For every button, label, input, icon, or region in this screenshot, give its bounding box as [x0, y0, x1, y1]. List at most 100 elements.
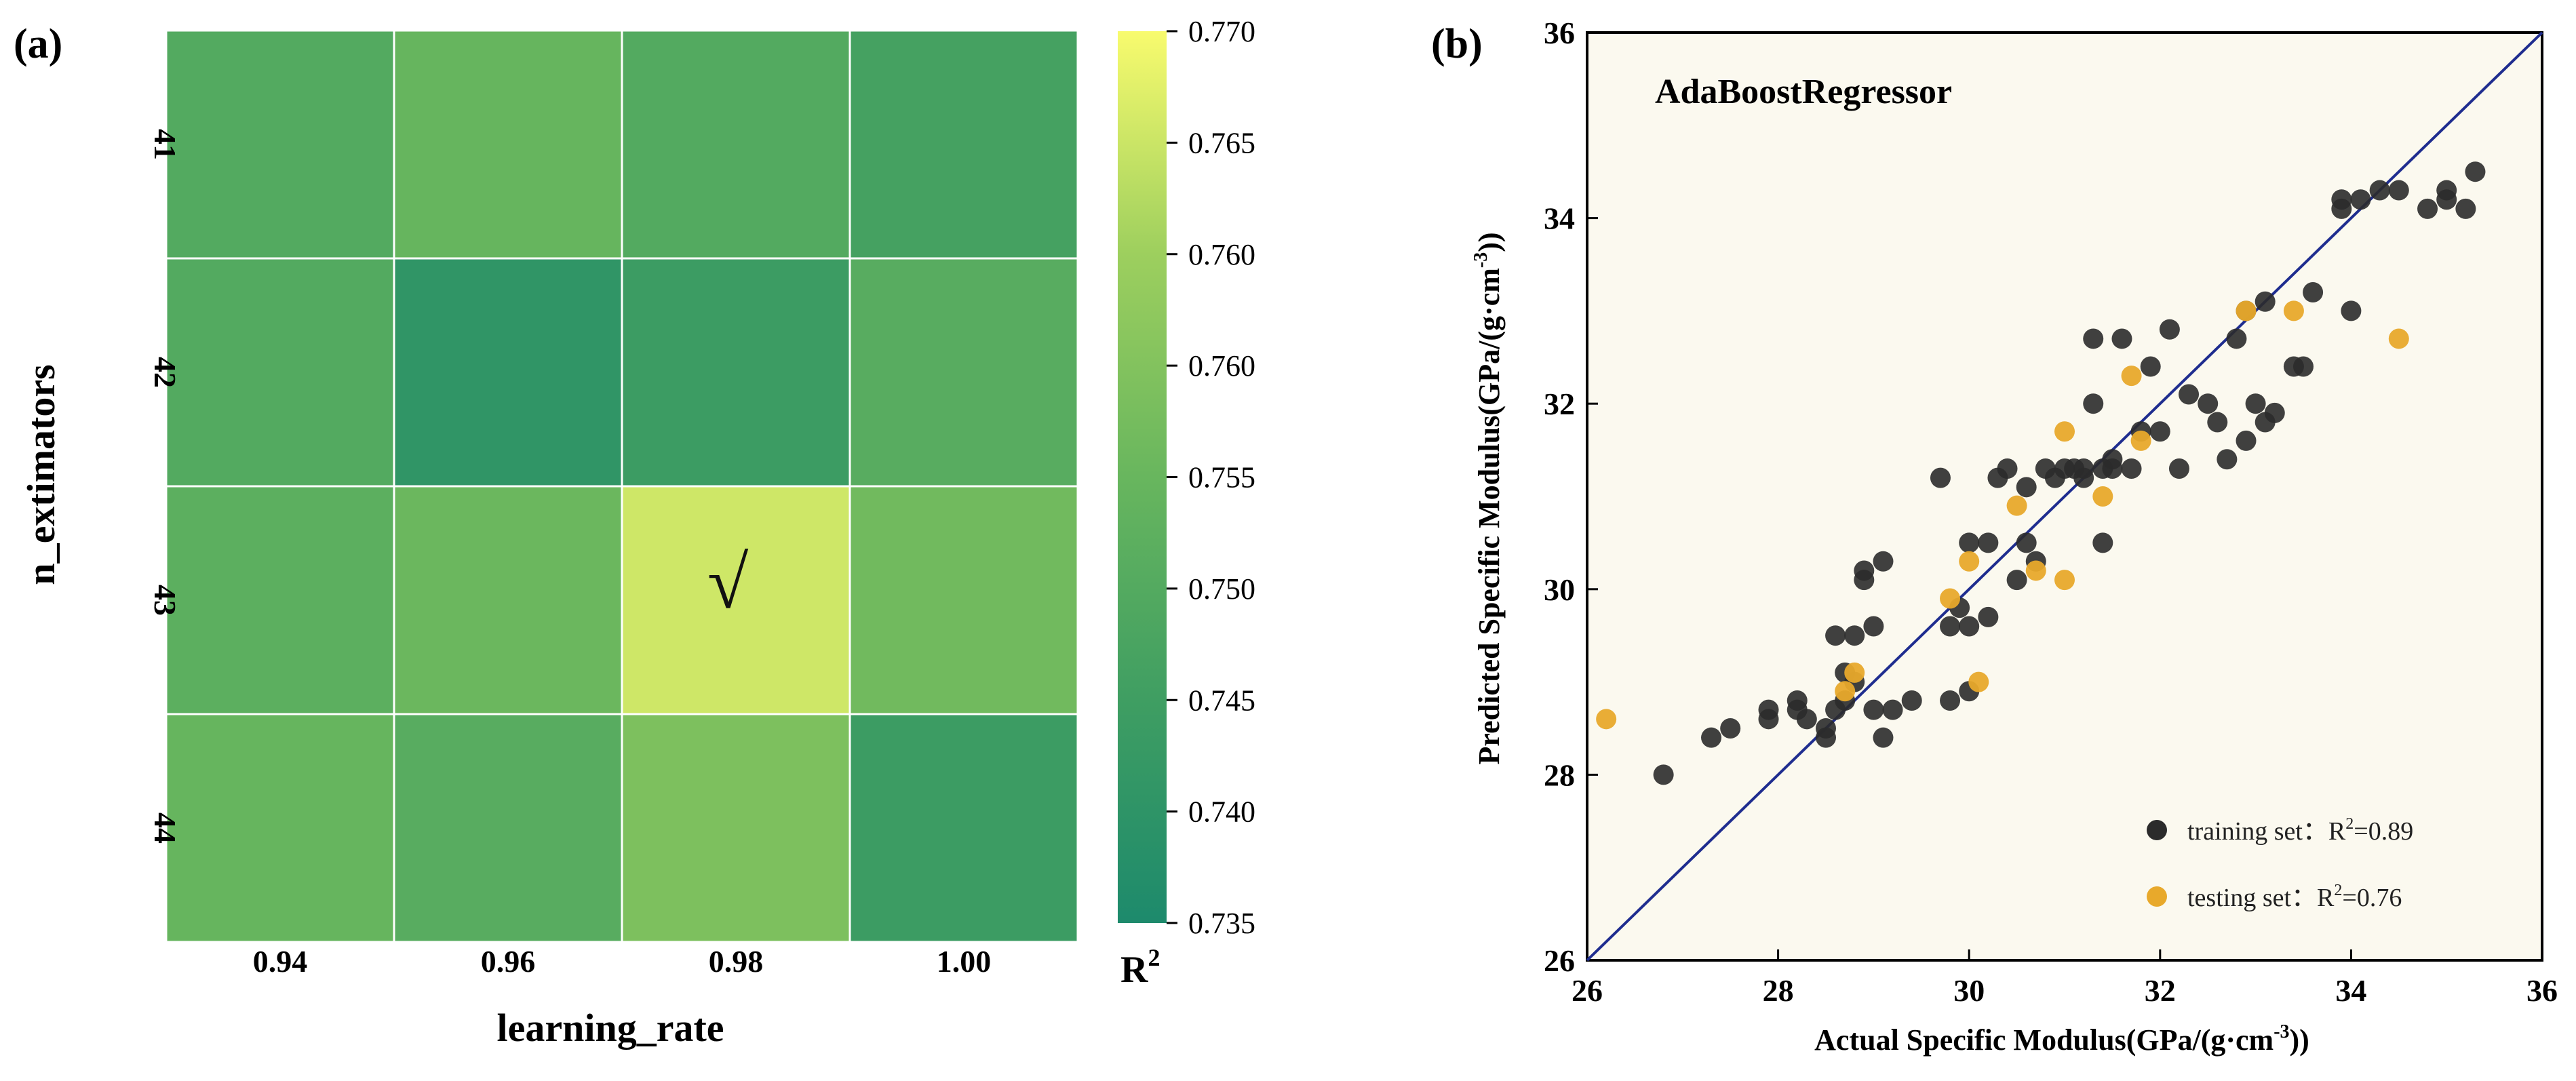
colorbar-tick-label: 0.760	[1188, 238, 1255, 271]
colorbar-tick-label: 0.735	[1188, 907, 1255, 940]
scatter-y-tick-label: 36	[1544, 16, 1575, 50]
heatmap-x-tick-label: 0.98	[709, 944, 764, 979]
training-point	[1882, 699, 1903, 720]
training-point	[2179, 384, 2200, 405]
check-mark: √	[707, 541, 749, 624]
scatter-panel: (b) 26 28 30 32 34 36 26 28 30 32 34 36 AdaBoostRe…	[1431, 16, 2558, 1057]
training-point	[1901, 690, 1922, 711]
training-point	[2255, 291, 2276, 312]
scatter-y-tick-label: 34	[1544, 201, 1575, 236]
testing-point	[1835, 681, 1856, 702]
scatter-title: AdaBoostRegressor	[1655, 73, 1952, 111]
training-point	[2236, 430, 2257, 451]
training-point	[1959, 532, 1980, 553]
heatmap-cell	[165, 713, 395, 943]
legend-marker-training	[2147, 820, 2167, 840]
legend-label-testing: testing set：R2=0.76	[2187, 882, 2402, 912]
training-point	[2293, 356, 2314, 377]
heatmap-cell	[848, 713, 1079, 943]
training-point	[2102, 458, 2123, 479]
colorbar-tick-label: 0.755	[1188, 461, 1255, 494]
colorbar-title: R2	[1120, 944, 1160, 991]
testing-point	[2025, 560, 2046, 581]
training-point	[2388, 180, 2409, 201]
heatmap-x-ticks: 0.94 0.96 0.98 1.00	[253, 944, 992, 979]
training-point	[2245, 393, 2266, 414]
scatter-x-tick-label: 36	[2526, 973, 2558, 1008]
heatmap-y-tick-label: 43	[148, 585, 182, 616]
panel-b-label: (b)	[1431, 21, 1483, 67]
testing-point	[2388, 328, 2409, 349]
training-point	[2341, 300, 2362, 321]
training-point	[2417, 198, 2438, 219]
testing-point	[2054, 570, 2075, 591]
heatmap-cell	[393, 485, 623, 715]
training-point	[1825, 625, 1846, 646]
training-point	[1930, 467, 1951, 488]
scatter-x-ticks: 26 28 30 32 34 36	[1572, 949, 2558, 1008]
training-point	[1978, 532, 1999, 553]
training-point	[1997, 458, 2018, 479]
heatmap-x-tick-label: 0.94	[253, 944, 308, 979]
training-point	[1863, 616, 1884, 637]
training-point	[1940, 690, 1961, 711]
training-point	[2159, 319, 2180, 340]
heatmap-cell	[621, 485, 851, 715]
heatmap-cell	[165, 485, 395, 715]
training-point	[2331, 189, 2352, 210]
training-point	[2303, 282, 2324, 303]
legend: training set：R2=0.89 testing set：R2=0.76	[2147, 815, 2413, 912]
training-point	[2073, 458, 2094, 479]
testing-point	[2121, 366, 2142, 387]
heatmap-y-tick-label: 44	[148, 812, 182, 844]
training-point	[2006, 570, 2027, 591]
training-point	[2092, 532, 2113, 553]
training-point	[1720, 718, 1741, 739]
heatmap-y-axis-label: n_extimators	[19, 364, 63, 585]
scatter-y-tick-label: 28	[1544, 758, 1575, 792]
testing-point	[2092, 486, 2113, 507]
heatmap-cell	[621, 257, 851, 488]
training-point	[2083, 393, 2104, 414]
training-point	[2016, 477, 2037, 498]
heatmap-x-axis-label: learning_rate	[496, 1006, 724, 1050]
training-point	[2465, 161, 2486, 182]
training-point	[1758, 709, 1779, 730]
scatter-y-tick-label: 30	[1544, 572, 1575, 607]
colorbar-tick-label: 0.740	[1188, 795, 1255, 829]
heatmap-cell	[393, 29, 623, 260]
training-point	[2207, 412, 2228, 433]
testing-point	[2130, 430, 2151, 451]
panel-a-label: (a)	[14, 21, 62, 67]
training-point	[2083, 328, 2104, 349]
heatmap-x-tick-label: 1.00	[937, 944, 992, 979]
training-point	[2217, 449, 2238, 470]
training-point	[2016, 532, 2037, 553]
training-point	[2436, 189, 2457, 210]
colorbar-tick-label: 0.745	[1188, 684, 1255, 717]
scatter-y-tick-label: 32	[1544, 387, 1575, 421]
training-point	[2350, 189, 2371, 210]
testing-point	[1959, 551, 1980, 572]
training-point	[2149, 421, 2170, 442]
scatter-x-tick-label: 34	[2335, 973, 2366, 1008]
testing-point	[2006, 495, 2027, 516]
training-point	[2168, 458, 2189, 479]
colorbar-tick-label: 0.760	[1188, 349, 1255, 382]
heatmap-y-tick-label: 41	[148, 129, 182, 160]
heatmap-panel: (a) √ 0.94 0.96 0.98 1.00 41 42 43 44 learning…	[14, 15, 1255, 1050]
training-point	[2455, 198, 2476, 219]
colorbar-tick-label: 0.750	[1188, 572, 1255, 606]
testing-point	[2236, 300, 2257, 321]
training-point	[2198, 393, 2219, 414]
scatter-x-axis-label: Actual Specific Modulus(GPa/(g·cm-3))	[1814, 1021, 2309, 1057]
heatmap-cell	[621, 29, 851, 260]
training-point	[1978, 606, 1999, 627]
scatter-y-tick-label: 26	[1544, 943, 1575, 978]
training-point	[2226, 328, 2247, 349]
legend-marker-testing	[2147, 886, 2167, 907]
training-point	[1816, 718, 1836, 739]
training-point	[2264, 402, 2285, 423]
heatmap-cell	[165, 257, 395, 488]
